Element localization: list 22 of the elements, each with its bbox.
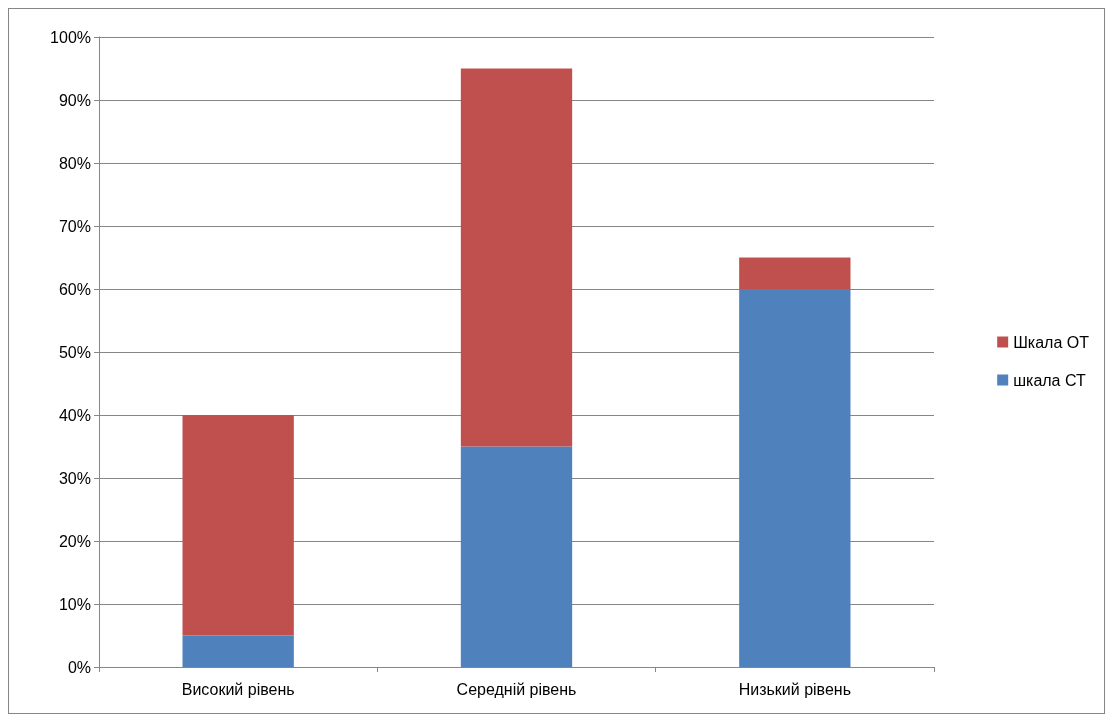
legend-label: Шкала ОТ xyxy=(1013,333,1090,351)
y-tick-label: 80% xyxy=(58,154,91,172)
y-tick-label: 0% xyxy=(67,658,91,676)
bar xyxy=(182,415,294,636)
y-tick-label: 10% xyxy=(58,595,91,613)
bar xyxy=(739,257,851,289)
bar xyxy=(182,635,294,667)
y-tick-label: 70% xyxy=(58,217,91,235)
x-tick-label: Високий рівень xyxy=(181,680,295,698)
y-tick-label: 90% xyxy=(58,91,91,109)
legend-label: шкала СТ xyxy=(1013,371,1086,389)
y-tick-label: 60% xyxy=(58,280,91,298)
bar xyxy=(460,446,573,667)
bar xyxy=(460,68,573,447)
y-tick-label: 30% xyxy=(58,469,91,487)
y-tick-label: 100% xyxy=(50,28,91,46)
y-tick-label: 20% xyxy=(58,532,91,550)
x-tick-label: Середній рівень xyxy=(456,680,577,698)
y-tick-label: 50% xyxy=(58,343,91,361)
y-tick-label: 40% xyxy=(58,406,91,424)
x-tick-label: Низький рівень xyxy=(738,680,851,698)
bar xyxy=(739,289,851,667)
